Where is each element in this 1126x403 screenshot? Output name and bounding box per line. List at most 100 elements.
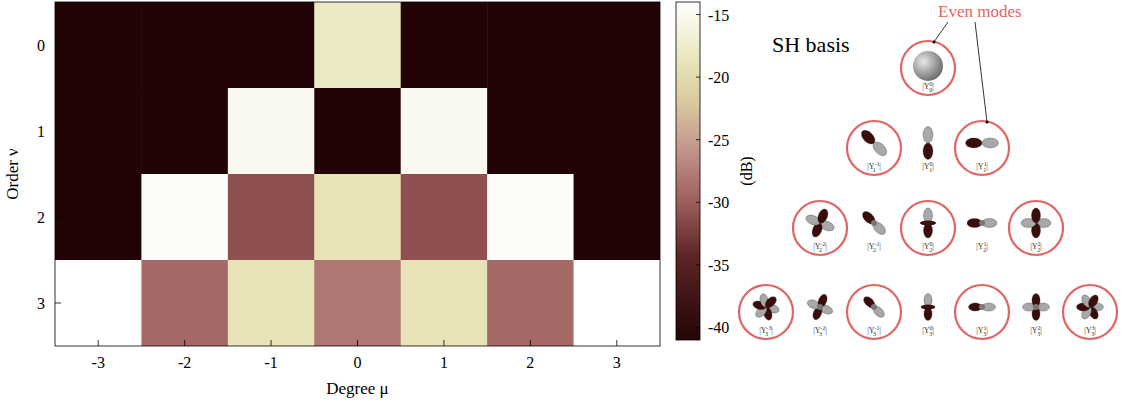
sh-lobe xyxy=(982,138,999,148)
x-tick-label: -3 xyxy=(92,354,105,371)
sh-mode: |Y00| xyxy=(913,51,943,93)
sh-label: |Y02| xyxy=(922,241,934,253)
colorbar-tick xyxy=(696,264,700,265)
heat-cell xyxy=(487,260,574,346)
heat-cell xyxy=(55,174,142,261)
sh-mode: |Y13| xyxy=(969,303,996,337)
sh-label-end: | xyxy=(932,242,934,251)
x-tick-label: 2 xyxy=(526,354,534,371)
sh-label-end: | xyxy=(825,326,827,335)
sh-lobe xyxy=(913,51,943,81)
sh-lobe xyxy=(923,143,933,160)
x-tick xyxy=(184,340,185,346)
cells xyxy=(55,2,660,346)
sh-label: |Y-13| xyxy=(867,325,881,337)
sh-lobe xyxy=(862,295,877,310)
sh-label: |Y-22| xyxy=(813,241,827,253)
sh-lobe xyxy=(1032,208,1041,223)
sh-lobe xyxy=(923,127,933,144)
sh-lobe xyxy=(920,221,936,226)
x-tick xyxy=(443,340,444,346)
sh-lobe xyxy=(979,220,985,226)
even-mode-ring xyxy=(1063,285,1117,339)
annotation-dot xyxy=(986,121,989,124)
heat-cell xyxy=(487,174,574,261)
sh-mode: |Y-12| xyxy=(860,209,888,253)
annotation-line xyxy=(934,22,948,42)
sh-label-end: | xyxy=(932,82,934,91)
sh-label-end: | xyxy=(1094,326,1096,335)
heat-cell xyxy=(401,88,488,175)
sh-mode: |Y-11| xyxy=(859,128,889,173)
sh-label-end: | xyxy=(879,162,881,171)
sh-label-sub: 3 xyxy=(819,331,822,337)
y-axis-title: Order ν xyxy=(3,148,22,200)
heat-cell xyxy=(141,260,228,346)
sh-mode: |Y12| xyxy=(967,219,997,254)
x-tick-label: 1 xyxy=(440,354,448,371)
heat-cell xyxy=(141,88,228,175)
sh-label: |Y-12| xyxy=(867,241,881,253)
sh-mode: |Y23| xyxy=(1023,294,1050,338)
x-tick-label: 3 xyxy=(613,354,621,371)
x-axis-title: Degree μ xyxy=(326,379,388,398)
heat-cell xyxy=(228,88,315,175)
sh-label-end: | xyxy=(879,242,881,251)
heat-cell xyxy=(401,174,488,261)
y-tick xyxy=(55,303,61,304)
annotation: Even modes xyxy=(938,2,1022,21)
sh-mode: |Y03| xyxy=(921,294,935,338)
sh-label-end: | xyxy=(986,162,988,171)
y-tick-label: 1 xyxy=(37,123,45,140)
even-mode-ring xyxy=(955,285,1009,339)
y-tick xyxy=(55,131,61,132)
colorbar-tick xyxy=(696,327,700,328)
heat-cell xyxy=(401,2,488,89)
even-mode-ring xyxy=(739,285,793,339)
sh-lobe xyxy=(859,128,878,147)
figure: -3-2-101230123Degree μOrder ν-40-35-30-2… xyxy=(0,0,1126,403)
sh-lobe xyxy=(1033,304,1039,310)
sh-label: |Y22| xyxy=(1030,241,1042,253)
sh-lobe xyxy=(871,220,877,226)
sh-lobe xyxy=(979,304,985,310)
colorbar-tick xyxy=(696,77,700,78)
sh-label: |Y11| xyxy=(976,161,987,173)
sh-mode: |Y33| xyxy=(1077,293,1104,337)
sh-mode: |Y22| xyxy=(1021,208,1051,253)
heat-cell xyxy=(141,2,228,89)
sh-label-end: | xyxy=(986,242,988,251)
heat-cell xyxy=(55,88,142,175)
sh-label-end: | xyxy=(986,326,988,335)
sh-label: |Y01| xyxy=(922,161,934,173)
y-tick-label: 3 xyxy=(37,295,45,312)
colorbar-tick-label: -25 xyxy=(708,132,729,149)
sh-lobe xyxy=(860,209,877,226)
y-tick xyxy=(55,217,61,218)
sh-mode: |Y-33| xyxy=(752,293,780,337)
diagram-title: SH basis xyxy=(772,32,850,57)
colorbar-tick-label: -40 xyxy=(708,319,729,336)
sh-label-sub: 1 xyxy=(873,167,876,173)
sh-label: |Y23| xyxy=(1030,325,1042,337)
heat-cell xyxy=(228,174,315,261)
sh-label: |Y13| xyxy=(976,325,988,337)
heat-cell xyxy=(314,2,401,89)
sh-label-sub: 2 xyxy=(819,247,822,253)
sh-label: |Y03| xyxy=(922,325,934,337)
heat-cell xyxy=(55,2,142,89)
colorbar-tick-label: -20 xyxy=(708,69,729,86)
colorbar-tick-label: -35 xyxy=(708,257,729,274)
y-tick xyxy=(55,45,61,46)
sh-label: |Y-33| xyxy=(759,325,773,337)
heat-cell xyxy=(487,2,574,89)
sh-label: |Y00| xyxy=(922,81,934,93)
sh-lobe xyxy=(871,304,877,310)
heat-cell xyxy=(314,88,401,175)
plot-frame xyxy=(55,2,660,346)
colorbar-tick-label: -30 xyxy=(708,194,729,211)
colorbar-tick xyxy=(696,139,700,140)
even-mode-ring xyxy=(901,41,955,95)
sh-label-end: | xyxy=(825,242,827,251)
x-tick-label: -1 xyxy=(264,354,277,371)
